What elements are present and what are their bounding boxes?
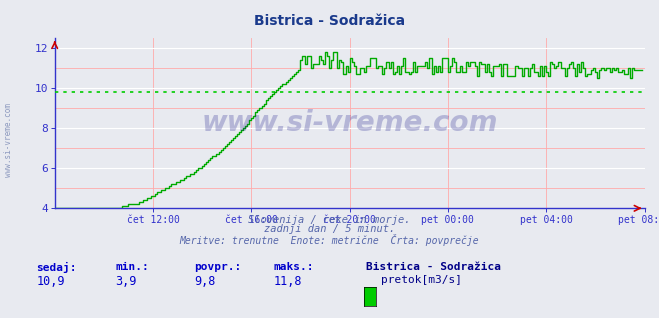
Text: 9,8: 9,8 [194,275,215,288]
Text: Meritve: trenutne  Enote: metrične  Črta: povprečje: Meritve: trenutne Enote: metrične Črta: … [180,234,479,246]
Text: zadnji dan / 5 minut.: zadnji dan / 5 minut. [264,224,395,234]
Text: 11,8: 11,8 [273,275,302,288]
Text: 10,9: 10,9 [36,275,65,288]
Text: Bistrica - Sodražica: Bistrica - Sodražica [366,262,501,272]
Text: 3,9: 3,9 [115,275,136,288]
Text: pretok[m3/s]: pretok[m3/s] [381,275,462,285]
Text: sedaj:: sedaj: [36,262,76,273]
Text: www.si-vreme.com: www.si-vreme.com [4,103,13,177]
Text: maks.:: maks.: [273,262,314,272]
Text: Bistrica - Sodražica: Bistrica - Sodražica [254,14,405,28]
Text: povpr.:: povpr.: [194,262,242,272]
Text: www.si-vreme.com: www.si-vreme.com [202,109,498,137]
Text: Slovenija / reke in morje.: Slovenija / reke in morje. [248,215,411,225]
Text: min.:: min.: [115,262,149,272]
